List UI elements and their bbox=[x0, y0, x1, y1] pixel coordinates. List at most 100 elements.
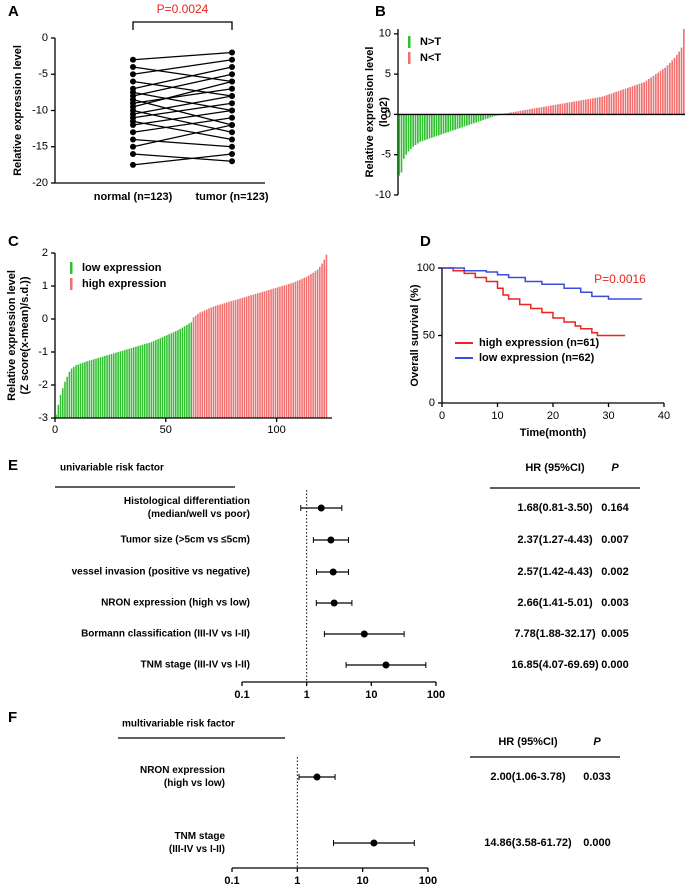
bar bbox=[115, 352, 117, 418]
bar bbox=[557, 104, 559, 115]
bar bbox=[631, 86, 634, 115]
bar bbox=[440, 114, 442, 135]
pair-line bbox=[132, 138, 233, 148]
pair-line bbox=[132, 80, 233, 97]
bar bbox=[81, 362, 84, 418]
annotation: P=0.0016 bbox=[594, 272, 646, 286]
row-label: TNM stage (III-IV vs I-II) bbox=[141, 660, 250, 671]
bar bbox=[90, 359, 93, 418]
bar bbox=[447, 114, 449, 133]
column-header: HR (95%CI) bbox=[498, 736, 558, 748]
bar bbox=[290, 283, 292, 418]
bar bbox=[445, 114, 447, 133]
pair-line bbox=[132, 88, 233, 104]
bar bbox=[128, 348, 131, 418]
bar bbox=[70, 368, 73, 418]
bar bbox=[456, 114, 459, 129]
pair-line bbox=[132, 117, 233, 133]
bar bbox=[657, 72, 659, 115]
bar bbox=[93, 359, 95, 418]
pair-line bbox=[132, 153, 233, 162]
bar bbox=[641, 82, 643, 115]
bar bbox=[245, 296, 248, 418]
hr-label: 2.57(1.42-4.43) bbox=[517, 566, 593, 578]
bar bbox=[99, 357, 102, 418]
panel-letter: D bbox=[420, 233, 431, 250]
point bbox=[229, 129, 235, 136]
bar bbox=[568, 102, 571, 115]
bar bbox=[585, 99, 587, 115]
bar bbox=[627, 87, 629, 115]
bar bbox=[239, 298, 241, 418]
bar bbox=[250, 295, 252, 418]
point bbox=[229, 93, 235, 99]
bar bbox=[321, 263, 323, 418]
hr-point bbox=[329, 568, 337, 576]
hr-point bbox=[330, 599, 338, 607]
bar bbox=[669, 62, 671, 115]
bar bbox=[487, 114, 489, 119]
legend-swatch bbox=[70, 278, 73, 290]
bar bbox=[73, 366, 75, 418]
bar bbox=[540, 107, 543, 115]
bar bbox=[272, 288, 275, 418]
bar bbox=[146, 343, 148, 418]
p-label: 0.033 bbox=[583, 771, 611, 783]
bar bbox=[88, 360, 91, 418]
y-axis-label: Relative expression level bbox=[364, 47, 376, 178]
bar bbox=[552, 105, 554, 115]
bar bbox=[620, 90, 622, 115]
point bbox=[229, 71, 235, 78]
y-tick-label: 2 bbox=[42, 247, 48, 259]
bar bbox=[261, 291, 263, 418]
legend-label: low expression (n=62) bbox=[479, 352, 595, 364]
bar bbox=[608, 94, 610, 115]
bar bbox=[168, 334, 170, 418]
bar bbox=[217, 305, 219, 418]
bar bbox=[55, 414, 57, 418]
bar bbox=[319, 266, 321, 418]
bar bbox=[252, 294, 255, 418]
bar bbox=[559, 103, 561, 115]
point bbox=[229, 158, 235, 165]
bar bbox=[435, 114, 438, 137]
bar bbox=[305, 276, 308, 418]
y-axis-label: (log2) bbox=[378, 97, 390, 127]
legend-label: high expression (n=61) bbox=[479, 337, 599, 349]
bar bbox=[622, 89, 624, 115]
bar bbox=[137, 346, 139, 418]
column-header: P bbox=[611, 462, 619, 474]
bar bbox=[536, 107, 538, 115]
bar bbox=[190, 322, 193, 418]
bar bbox=[515, 111, 517, 115]
bar bbox=[426, 114, 428, 140]
point bbox=[229, 49, 235, 56]
bar bbox=[463, 114, 466, 127]
bar bbox=[199, 312, 201, 418]
y-tick-label: -2 bbox=[38, 379, 48, 391]
bar bbox=[582, 99, 585, 115]
bar bbox=[106, 355, 108, 418]
heading: multivariable risk factor bbox=[122, 719, 235, 730]
bar bbox=[634, 85, 636, 115]
bar bbox=[442, 114, 445, 134]
bar bbox=[143, 344, 146, 418]
x-tick-label: 50 bbox=[160, 424, 172, 436]
y-axis-label: (Z score(x-mean)/s.d.)) bbox=[19, 276, 31, 394]
bar bbox=[491, 114, 494, 117]
bar bbox=[610, 93, 613, 115]
bar bbox=[95, 358, 97, 418]
bar bbox=[519, 110, 522, 115]
bar bbox=[192, 317, 195, 418]
bar bbox=[452, 114, 454, 131]
bar bbox=[110, 353, 113, 418]
bar bbox=[174, 331, 177, 418]
pair-line bbox=[132, 66, 233, 90]
x-tick-label: 10 bbox=[357, 875, 369, 887]
hr-label: 1.68(0.81-3.50) bbox=[517, 502, 593, 514]
pair-line bbox=[132, 91, 233, 112]
point bbox=[130, 161, 136, 168]
bar bbox=[671, 60, 673, 115]
pair-line bbox=[132, 51, 233, 61]
